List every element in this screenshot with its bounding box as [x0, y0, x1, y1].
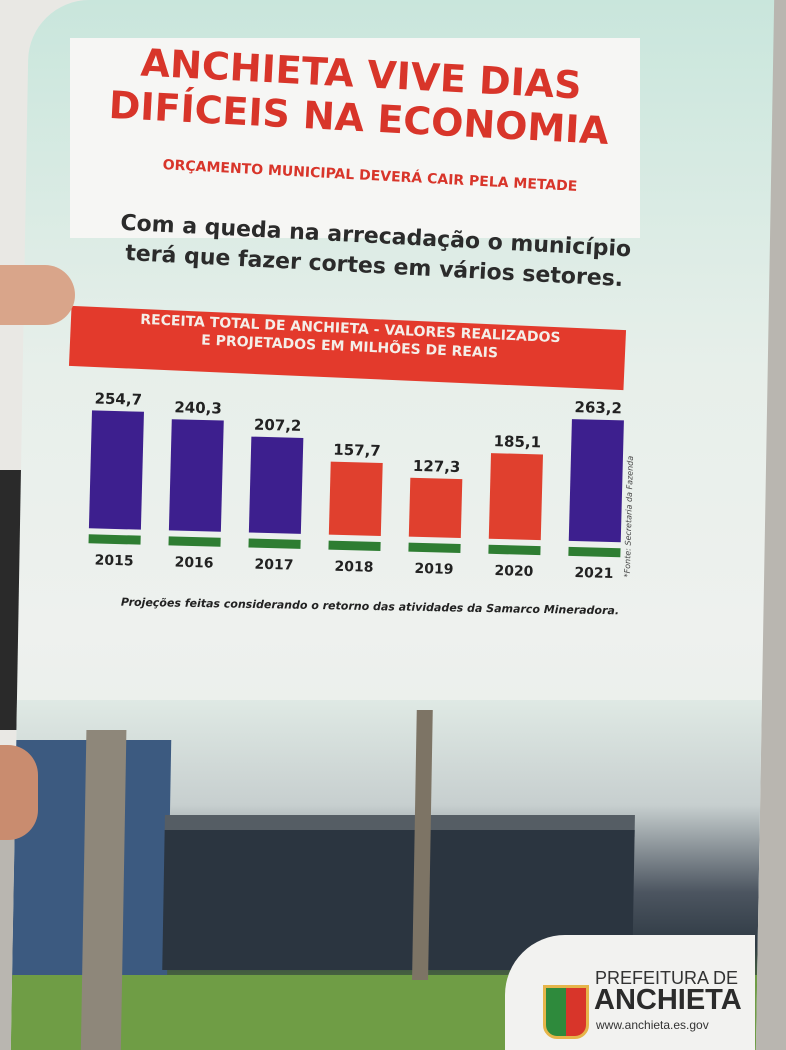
- bar-2020: [488, 453, 543, 541]
- bar-2015: [88, 410, 144, 530]
- logo-line-2: ANCHIETA: [594, 984, 742, 1016]
- year-label: 2020: [494, 563, 534, 580]
- year-label: 2021: [574, 565, 613, 582]
- source-label: *Fonte: Secretaria da Fazenda: [623, 456, 635, 578]
- photo-palm-trunk: [80, 730, 127, 1050]
- year-label: 2019: [414, 561, 453, 578]
- year-label: 2016: [174, 555, 213, 572]
- bar-base-2016: [168, 536, 221, 547]
- crest-icon: [543, 985, 589, 1039]
- bar-base-2021: [568, 546, 621, 558]
- website: www.anchieta.es.gov: [596, 1018, 709, 1032]
- bar-base-2018: [328, 540, 381, 551]
- logo-line-1: PREFEITURA DE: [595, 968, 739, 988]
- bar-2017: [248, 436, 304, 534]
- value-label: 263,2: [574, 398, 622, 417]
- value-label: 185,1: [493, 432, 541, 451]
- year-label: 2017: [254, 557, 293, 574]
- bar-2018: [328, 461, 383, 536]
- year-label: 2018: [334, 559, 373, 576]
- value-label: 127,3: [413, 457, 461, 476]
- year-label: 2015: [94, 552, 133, 569]
- value-label: 157,7: [333, 441, 381, 460]
- bar-2016: [168, 419, 224, 532]
- bar-base-2017: [248, 538, 301, 549]
- bar-chart: 254,7 2015 240,3 2016 207,2 2017 157,7 2018 127,…: [88, 389, 635, 582]
- bar-base-2015: [88, 534, 141, 545]
- value-label: 207,2: [254, 416, 302, 435]
- thumb: [0, 265, 75, 325]
- value-label: 254,7: [94, 389, 142, 408]
- headline-box: [70, 38, 640, 238]
- bar-2021: [568, 419, 624, 543]
- finger: [0, 745, 38, 840]
- bar-base-2020: [488, 544, 541, 556]
- bar-2019: [408, 477, 463, 539]
- bar-base-2019: [408, 542, 461, 554]
- value-label: 240,3: [174, 398, 222, 417]
